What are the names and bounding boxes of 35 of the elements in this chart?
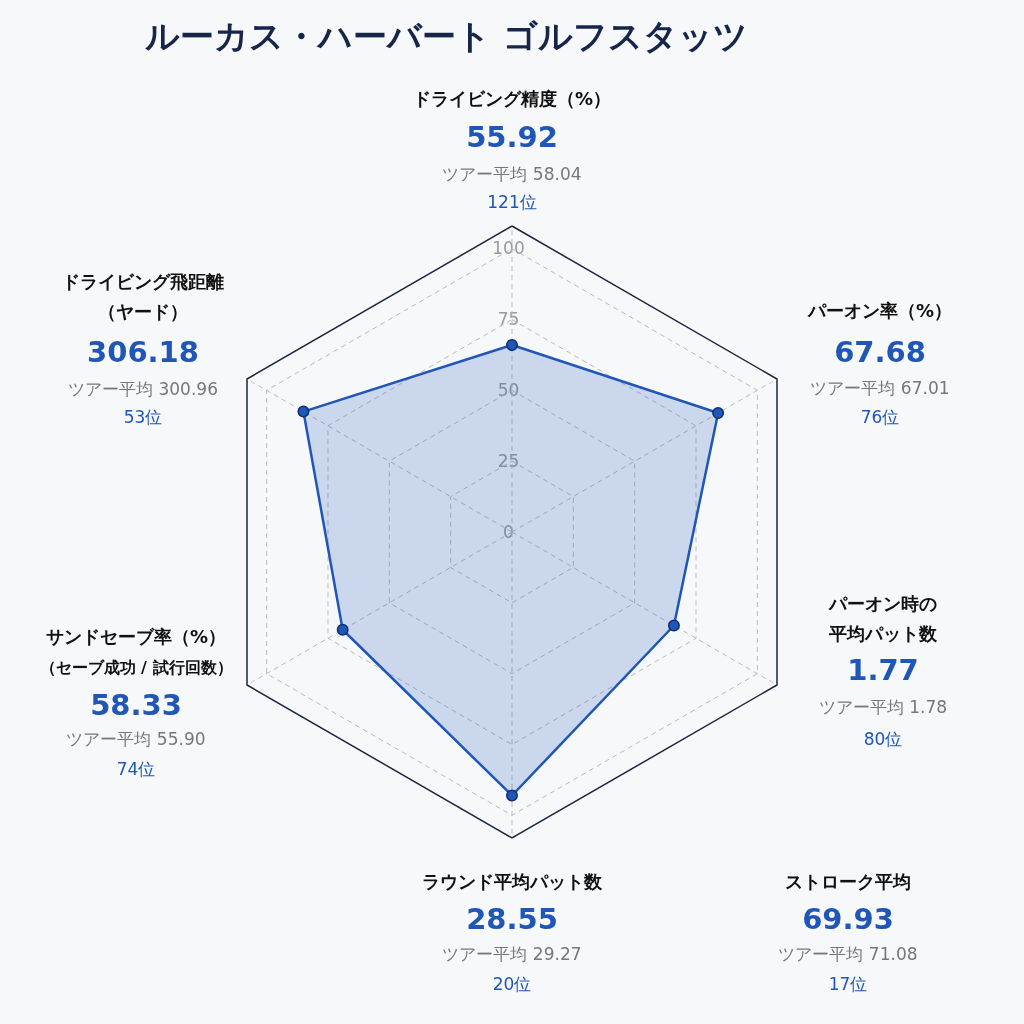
text: 20位 [492,974,532,994]
spoke-label: パーオン率（%） [806,300,953,321]
spoke-label: ドライビング飛距離（ヤード） [62,271,224,322]
text: 58.33 [90,688,182,722]
chart-title: ルーカス・ハーバート ゴルフスタッツ [144,16,748,56]
spoke-label: パーオン時の平均パット数 [828,593,938,644]
y-tick-label: 75 [497,309,520,329]
text: ツアー平均 67.01 [810,378,950,398]
text: ツアー平均 300.96 [68,379,218,399]
text: ツアー平均 29.27 [442,944,582,964]
y-tick-label: 0 [503,521,514,542]
text: 306.18 [87,335,199,369]
text: 121位 [487,192,537,212]
text: 69.93 [802,902,894,936]
text: 80位 [863,729,903,749]
text: ツアー平均 71.08 [778,944,918,964]
text: 55.92 [466,120,558,154]
spoke-label: サンドセーブ率（%） [45,626,227,647]
y-tick-label: 25 [497,450,520,471]
text: ストローク平均 [785,871,911,892]
spoke-label: ドライビング精度（%） [412,88,612,109]
text: ツアー平均 55.90 [66,729,206,749]
text: 76位 [860,407,900,427]
text: ツアー平均 1.78 [818,697,948,717]
y-tick-label: 50 [497,379,520,400]
text: 28.55 [466,902,558,936]
spoke-label: ラウンド平均パット数 [422,871,603,892]
text: （セーブ成功 / 試行回数） [39,658,233,677]
text: 74位 [116,759,156,779]
text: 1.77 [847,653,919,687]
text: ツアー平均 58.04 [442,164,582,184]
text: 17位 [828,974,868,994]
y-tick-label: 100 [492,238,525,259]
text: 67.68 [834,335,926,369]
text: 53位 [123,407,163,427]
